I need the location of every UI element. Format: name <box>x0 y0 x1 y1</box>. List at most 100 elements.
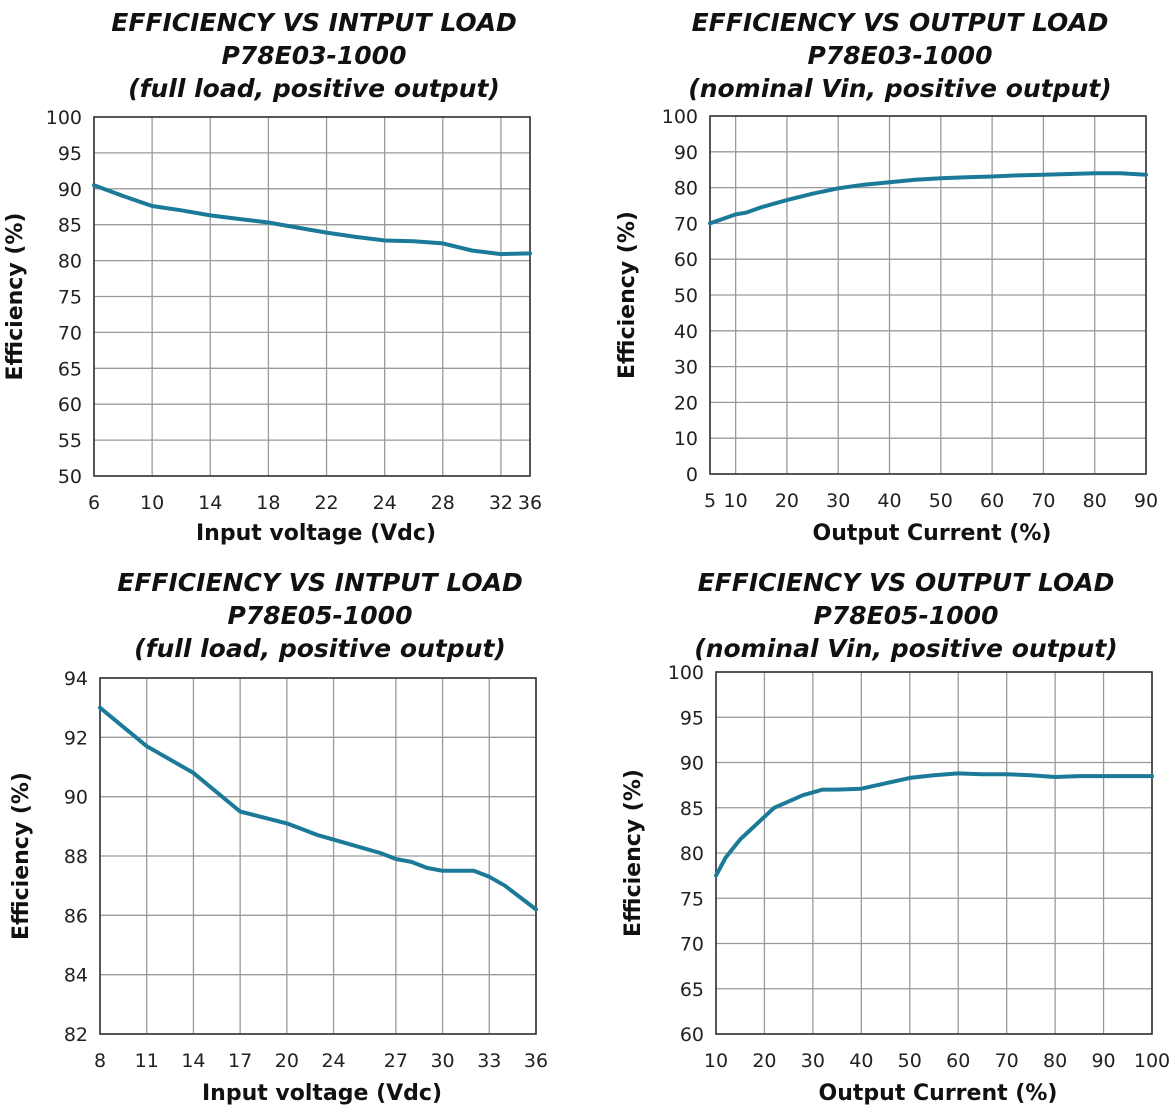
x-axis-label: Input voltage (Vdc) <box>196 521 436 546</box>
x-tick-label: 60 <box>980 490 1004 512</box>
y-tick-label: 90 <box>674 142 698 164</box>
x-tick-label: 22 <box>314 492 338 514</box>
chart-title-line: EFFICIENCY VS INTPUT LOAD <box>117 568 523 597</box>
y-tick-label: 100 <box>668 662 704 684</box>
chart-title-line: EFFICIENCY VS OUTPUT LOAD <box>691 8 1109 37</box>
x-tick-label: 10 <box>724 490 748 512</box>
x-tick-label: 6 <box>88 492 100 514</box>
chart-tl: 6 10 14 18 22 24 28 32 36 50 55 60 65 70 75 80 85 90 95 100… <box>3 107 542 546</box>
y-tick-label: 0 <box>686 464 698 486</box>
chart-title-line: (nominal Vin, positive output) <box>688 74 1112 103</box>
y-tick-label: 100 <box>46 107 82 129</box>
y-tick-label: 75 <box>680 888 704 910</box>
x-tick-label: 60 <box>946 1050 970 1072</box>
x-tick-label: 14 <box>198 492 222 514</box>
x-tick-label: 30 <box>826 490 850 512</box>
y-tick-label: 80 <box>674 178 698 200</box>
efficiency-series-line <box>708 171 1148 226</box>
x-tick-label: 80 <box>1083 490 1107 512</box>
chart-title-efficiency-vs-output-p78e05: EFFICIENCY VS OUTPUT LOAD P78E05-1000 (n… <box>640 566 1172 665</box>
y-tick-label: 85 <box>680 798 704 820</box>
x-axis-label: Output Current (%) <box>813 521 1052 546</box>
y-tick-label: 30 <box>674 357 698 379</box>
y-tick-label: 40 <box>674 321 698 343</box>
y-tick-label: 65 <box>58 358 82 380</box>
y-axis-label: Efficiency (%) <box>9 772 34 940</box>
y-tick-label: 20 <box>674 392 698 414</box>
chart-title-line: EFFICIENCY VS OUTPUT LOAD <box>697 568 1115 597</box>
y-axis-label: Efficiency (%) <box>615 211 640 379</box>
x-tick-label: 24 <box>373 492 397 514</box>
x-tick-label: 90 <box>1134 490 1158 512</box>
y-tick-label: 90 <box>64 787 88 809</box>
y-tick-label: 65 <box>680 979 704 1001</box>
chart-br: 10 20 30 40 50 60 70 80 90 100 60 65 70 75 80 85 90 95 100… <box>621 662 1170 1106</box>
x-axis-label: Input voltage (Vdc) <box>202 1081 442 1106</box>
y-tick-label: 95 <box>680 707 704 729</box>
x-tick-label: 30 <box>430 1050 454 1072</box>
y-tick-label: 70 <box>58 322 82 344</box>
chart-title-line: (full load, positive output) <box>134 634 506 663</box>
x-tick-label: 33 <box>477 1050 501 1072</box>
y-tick-label: 50 <box>58 466 82 488</box>
y-tick-label: 90 <box>680 753 704 775</box>
x-tick-label: 24 <box>321 1050 345 1072</box>
chart-title-line: EFFICIENCY VS INTPUT LOAD <box>111 8 517 37</box>
efficiency-series-line <box>714 771 1154 878</box>
x-tick-label: 40 <box>849 1050 873 1072</box>
x-tick-label: 32 <box>489 492 513 514</box>
chart-title-efficiency-vs-output-p78e03: EFFICIENCY VS OUTPUT LOAD P78E03-1000 (n… <box>628 6 1172 105</box>
chart-title-line: P78E05-1000 <box>813 601 999 630</box>
chart-title-line: (nominal Vin, positive output) <box>694 634 1118 663</box>
x-tick-label: 20 <box>275 1050 299 1072</box>
y-tick-label: 70 <box>680 934 704 956</box>
x-tick-label: 5 <box>704 490 716 512</box>
x-axis-label: Output Current (%) <box>819 1081 1058 1106</box>
x-tick-label: 50 <box>929 490 953 512</box>
y-tick-label: 90 <box>58 179 82 201</box>
y-tick-label: 82 <box>64 1024 88 1046</box>
chart-tr: 5 10 20 30 40 50 60 70 80 90 0 10 20 30 40 50 60 70 80 90 10… <box>615 106 1158 546</box>
x-tick-label: 20 <box>752 1050 776 1072</box>
x-tick-label: 40 <box>877 490 901 512</box>
x-tick-label: 20 <box>775 490 799 512</box>
y-tick-label: 50 <box>674 285 698 307</box>
x-tick-label: 17 <box>228 1050 252 1072</box>
y-tick-label: 80 <box>680 843 704 865</box>
efficiency-series-line <box>98 705 538 912</box>
x-tick-label: 11 <box>135 1050 159 1072</box>
plot-frame <box>715 671 1153 1035</box>
y-tick-label: 55 <box>58 430 82 452</box>
y-tick-label: 84 <box>64 965 88 987</box>
y-tick-label: 95 <box>58 143 82 165</box>
x-tick-label: 8 <box>94 1050 106 1072</box>
x-tick-label: 27 <box>384 1050 408 1072</box>
y-tick-label: 70 <box>674 213 698 235</box>
plot-frame <box>709 115 1147 475</box>
y-axis-label: Efficiency (%) <box>621 769 646 937</box>
x-tick-label: 14 <box>181 1050 205 1072</box>
y-tick-label: 80 <box>58 251 82 273</box>
x-tick-label: 10 <box>140 492 164 514</box>
chart-title-line: (full load, positive output) <box>128 74 500 103</box>
y-tick-label: 60 <box>674 249 698 271</box>
chart-bl: 8 11 14 17 20 24 27 30 33 36 82 84 86 88 90 92 94 Input v… <box>9 668 548 1106</box>
x-tick-label: 10 <box>704 1050 728 1072</box>
y-tick-label: 60 <box>58 394 82 416</box>
x-tick-label: 70 <box>1031 490 1055 512</box>
y-tick-label: 60 <box>680 1024 704 1046</box>
y-tick-label: 75 <box>58 287 82 309</box>
x-tick-label: 36 <box>524 1050 548 1072</box>
chart-title-efficiency-vs-input-p78e05: EFFICIENCY VS INTPUT LOAD P78E05-1000 (f… <box>0 566 640 665</box>
y-tick-label: 88 <box>64 846 88 868</box>
chart-title-line: P78E03-1000 <box>807 41 993 70</box>
x-tick-label: 30 <box>801 1050 825 1072</box>
chart-title-efficiency-vs-input-p78e03: EFFICIENCY VS INTPUT LOAD P78E03-1000 (f… <box>0 6 628 105</box>
y-tick-label: 86 <box>64 905 88 927</box>
x-tick-label: 70 <box>995 1050 1019 1072</box>
y-tick-label: 94 <box>64 668 88 690</box>
y-tick-label: 10 <box>674 428 698 450</box>
chart-title-line: P78E05-1000 <box>227 601 413 630</box>
x-tick-label: 28 <box>431 492 455 514</box>
